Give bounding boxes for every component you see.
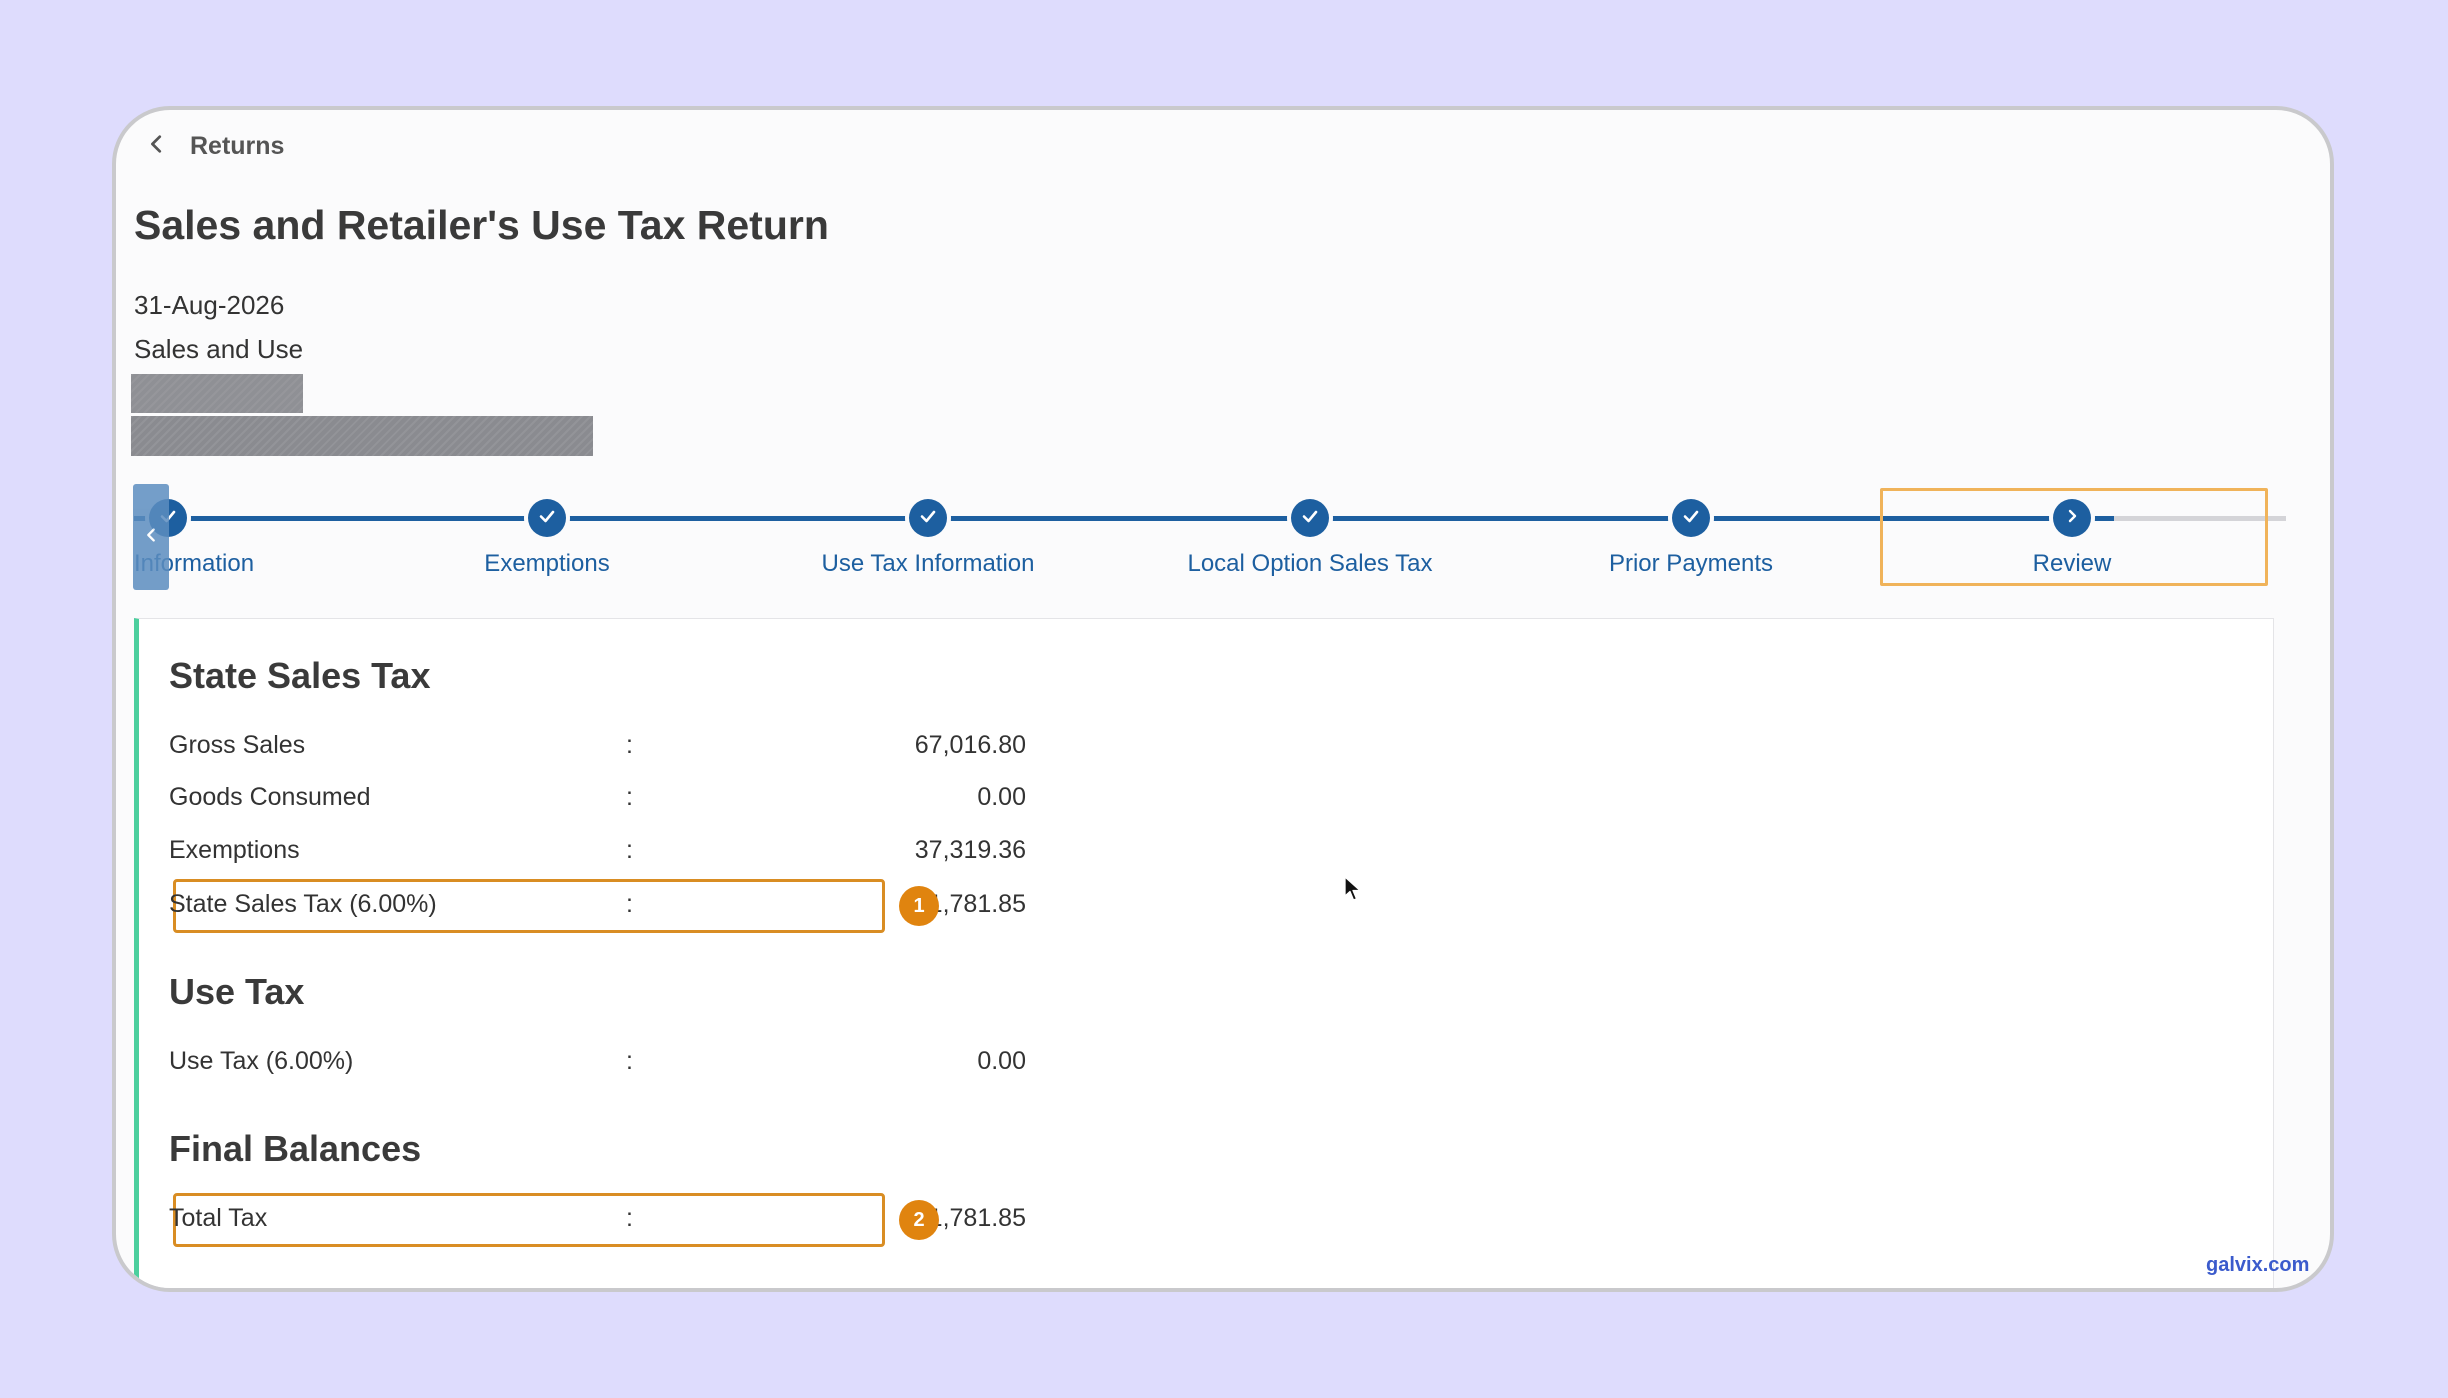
row-label-gross-sales: Gross Sales: [169, 731, 306, 759]
back-link-label: Returns: [190, 132, 285, 160]
period-date: 31-Aug-2026: [134, 290, 285, 320]
redacted-business-name: [131, 416, 593, 456]
stepper-track-remaining: [2114, 516, 2286, 521]
check-icon: [1681, 506, 1701, 531]
row-separator: :: [626, 783, 633, 811]
chevron-left-icon: [142, 526, 160, 549]
row-value-state-sales-tax: 1,781.85: [928, 890, 1026, 918]
review-card: State Sales Tax Gross Sales : 67,016.80 …: [134, 618, 2274, 1288]
step-label-prior-payments[interactable]: Prior Payments: [1608, 550, 1774, 577]
step-dot-local-option-sales-tax[interactable]: [1291, 499, 1329, 537]
row-value-exemptions: 37,319.36: [914, 836, 1026, 864]
step-dot-exemptions[interactable]: [528, 499, 566, 537]
mouse-pointer-icon: [1344, 876, 1362, 902]
step-label-local-option-sales-tax[interactable]: Local Option Sales Tax: [1187, 550, 1433, 577]
row-label-total-tax: Total Tax: [169, 1204, 268, 1232]
row-value-total-tax: 1,781.85: [928, 1204, 1026, 1232]
row-separator: :: [626, 890, 633, 918]
check-icon: [1300, 506, 1320, 531]
row-value-use-tax: 0.00: [977, 1047, 1026, 1075]
check-icon: [537, 506, 557, 531]
page-title: Sales and Retailer's Use Tax Return: [134, 202, 829, 248]
row-value-goods-consumed: 0.00: [977, 783, 1026, 811]
step-dot-review[interactable]: [2053, 499, 2091, 537]
redacted-account-id: [131, 374, 303, 413]
step-label-use-tax-information[interactable]: Use Tax Information: [821, 550, 1035, 577]
step-label-review[interactable]: Review: [2032, 550, 2112, 577]
stepper-scroll-left-button[interactable]: [133, 484, 169, 590]
highlight-state-sales-tax: [173, 879, 885, 933]
section-title-final-balances: Final Balances: [169, 1128, 422, 1169]
section-title-state-sales-tax: State Sales Tax: [169, 655, 431, 696]
annotation-badge-1: 1: [899, 886, 939, 926]
review-step-highlight: [1880, 488, 2268, 586]
row-label-goods-consumed: Goods Consumed: [169, 783, 371, 811]
step-label-exemptions[interactable]: Exemptions: [484, 550, 610, 577]
app-window: Returns Sales and Retailer's Use Tax Ret…: [112, 106, 2334, 1292]
back-link[interactable]: Returns: [146, 132, 284, 161]
row-label-use-tax: Use Tax (6.00%): [169, 1047, 354, 1075]
chevron-right-icon: [2062, 506, 2082, 531]
step-dot-use-tax-information[interactable]: [909, 499, 947, 537]
check-icon: [918, 506, 938, 531]
row-separator: :: [626, 1204, 633, 1232]
tax-type: Sales and Use: [134, 334, 304, 364]
chevron-left-icon: [146, 133, 168, 160]
stepper-track-complete: [134, 516, 2114, 521]
row-label-exemptions: Exemptions: [169, 836, 300, 864]
watermark: galvix.com: [2206, 1254, 2310, 1276]
row-separator: :: [626, 836, 633, 864]
highlight-total-tax: [173, 1193, 885, 1247]
step-dot-prior-payments[interactable]: [1672, 499, 1710, 537]
annotation-badge-2: 2: [899, 1200, 939, 1240]
row-separator: :: [626, 731, 633, 759]
row-separator: :: [626, 1047, 633, 1075]
row-label-state-sales-tax: State Sales Tax (6.00%): [169, 890, 437, 918]
section-title-use-tax: Use Tax: [169, 971, 305, 1012]
row-value-gross-sales: 67,016.80: [914, 731, 1026, 759]
